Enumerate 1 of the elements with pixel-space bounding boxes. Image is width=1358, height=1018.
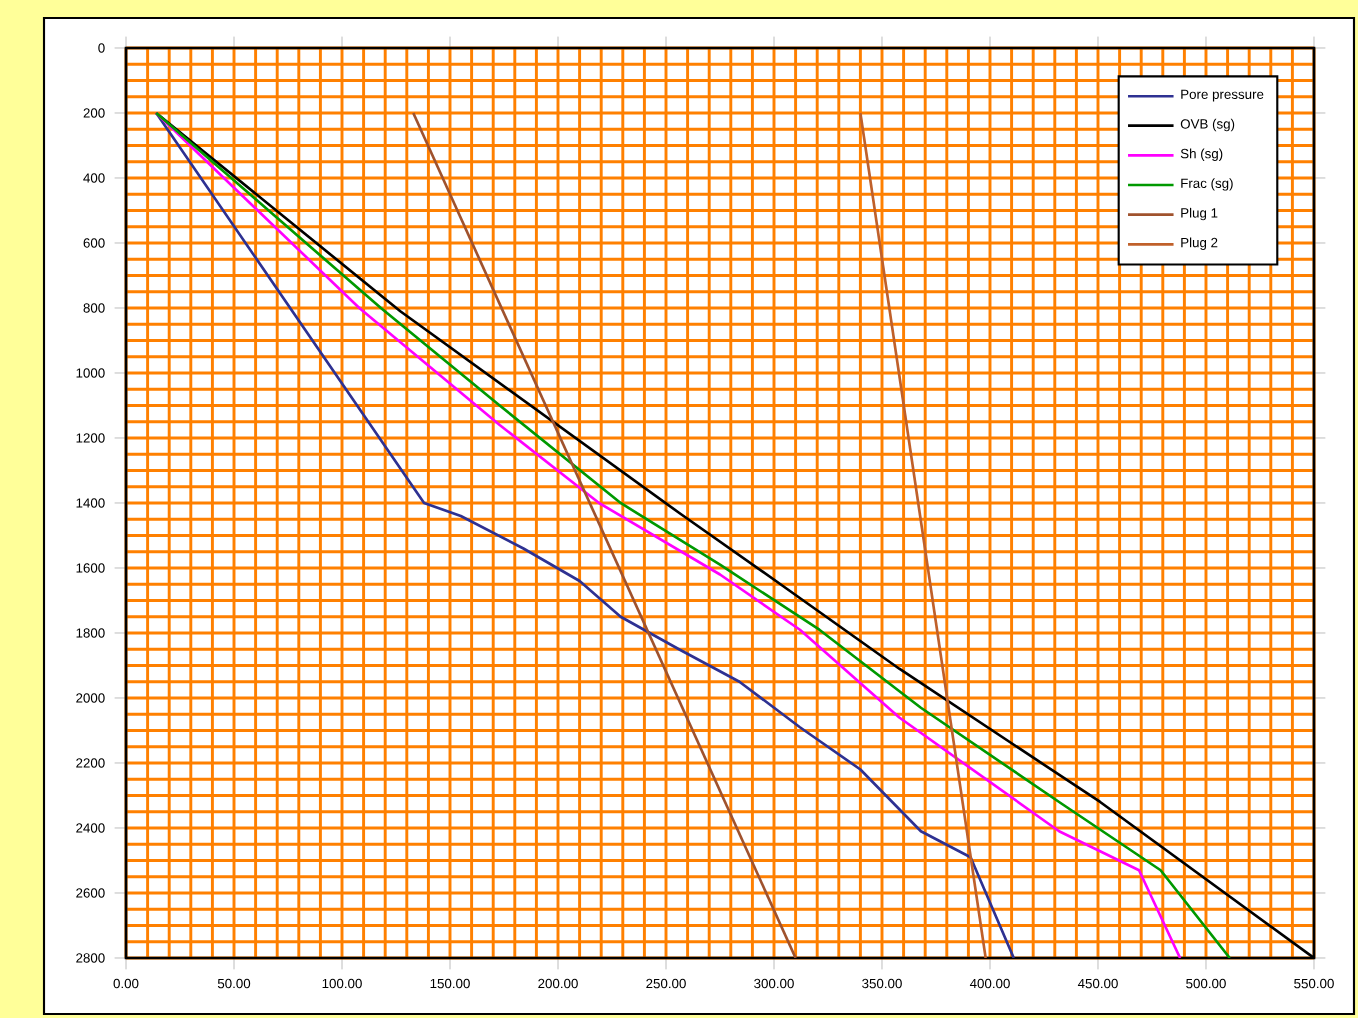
line-series bbox=[154, 111, 1016, 958]
